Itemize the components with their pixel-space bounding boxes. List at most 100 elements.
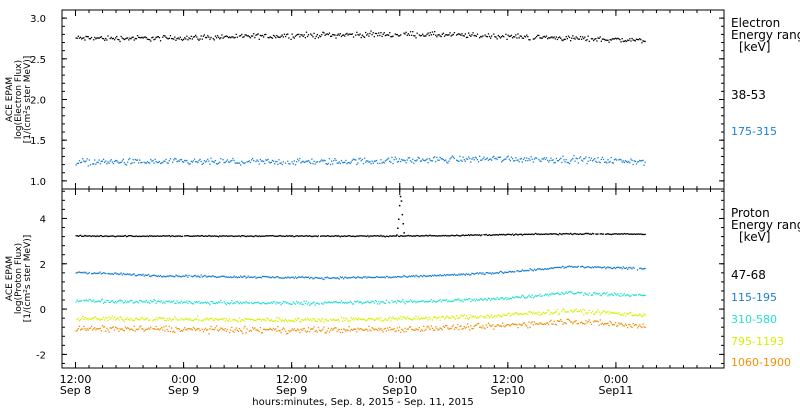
data-point: [187, 39, 189, 41]
data-point: [634, 160, 636, 162]
data-point: [96, 318, 98, 320]
data-point: [75, 37, 77, 39]
data-point: [249, 319, 252, 321]
data-point: [557, 314, 560, 316]
data-point: [456, 327, 458, 329]
data-point: [355, 34, 357, 36]
data-point: [226, 319, 229, 321]
data-point: [606, 323, 608, 325]
data-point: [503, 298, 505, 300]
data-point: [229, 303, 231, 305]
data-point: [373, 235, 375, 237]
data-point: [447, 316, 449, 318]
data-point: [214, 317, 217, 320]
data-point: [244, 302, 246, 304]
data-point: [220, 275, 222, 277]
data-point: [289, 163, 291, 165]
data-point: [614, 158, 617, 160]
data-point: [278, 36, 280, 38]
data-point: [133, 325, 135, 327]
data-point: [504, 314, 506, 316]
data-point: [297, 158, 299, 160]
data-point: [552, 233, 554, 235]
data-point: [196, 276, 198, 278]
data-point: [437, 159, 439, 161]
data-point: [627, 39, 629, 41]
data-point: [282, 319, 284, 322]
data-point: [299, 276, 301, 278]
data-point: [614, 233, 617, 235]
data-point: [199, 302, 201, 304]
data-point: [362, 35, 365, 38]
data-point: [406, 34, 408, 36]
data-point: [265, 235, 267, 237]
data-point: [233, 159, 235, 162]
data-point: [268, 328, 270, 331]
data-point: [613, 266, 616, 269]
data-point: [379, 34, 381, 37]
data-point: [125, 236, 128, 238]
data-point: [340, 277, 343, 279]
data-point: [130, 274, 132, 276]
data-point: [464, 160, 466, 162]
data-point: [443, 318, 446, 320]
data-point: [274, 329, 276, 331]
data-point: [415, 160, 417, 162]
data-point: [131, 299, 133, 302]
data-point: [120, 235, 122, 237]
data-point: [576, 37, 578, 39]
data-point: [458, 273, 460, 275]
data-point: [401, 213, 404, 216]
data-point: [627, 233, 629, 235]
data-point: [488, 272, 491, 274]
data-point: [170, 320, 173, 322]
data-point: [135, 159, 138, 161]
data-point: [325, 163, 327, 165]
data-point: [392, 301, 394, 304]
data-point: [393, 301, 395, 303]
data-point: [76, 235, 78, 237]
data-point: [439, 299, 441, 301]
data-point: [462, 234, 464, 236]
data-point: [237, 330, 240, 333]
data-point: [292, 320, 294, 322]
data-point: [354, 328, 356, 330]
data-point: [437, 317, 439, 319]
data-point: [610, 322, 612, 324]
data-point: [604, 323, 606, 325]
data-point: [188, 37, 190, 39]
data-point: [357, 235, 359, 237]
data-point: [98, 37, 100, 39]
data-point: [100, 160, 102, 162]
data-point: [316, 302, 318, 304]
data-point: [448, 317, 450, 319]
data-point: [485, 233, 487, 236]
data-point: [528, 233, 530, 235]
data-point: [297, 302, 299, 304]
data-point: [111, 38, 113, 40]
data-point: [288, 319, 290, 321]
data-point: [559, 266, 561, 268]
data-point: [282, 327, 284, 329]
data-point: [76, 329, 78, 331]
data-point: [362, 276, 365, 278]
data-point: [190, 235, 192, 237]
data-point: [173, 159, 175, 161]
data-point: [611, 293, 613, 296]
data-point: [453, 157, 456, 160]
data-point: [354, 235, 356, 238]
data-point: [230, 320, 232, 322]
data-point: [335, 37, 337, 39]
data-point: [279, 277, 281, 279]
data-point: [461, 274, 463, 276]
data-point: [605, 233, 607, 235]
data-point: [547, 38, 549, 40]
data-point: [99, 235, 101, 237]
data-point: [133, 319, 135, 322]
data-point: [632, 39, 634, 41]
data-point: [136, 274, 139, 276]
data-point: [165, 320, 167, 322]
data-point: [207, 235, 209, 237]
data-point: [98, 272, 100, 274]
data-point: [493, 234, 495, 236]
